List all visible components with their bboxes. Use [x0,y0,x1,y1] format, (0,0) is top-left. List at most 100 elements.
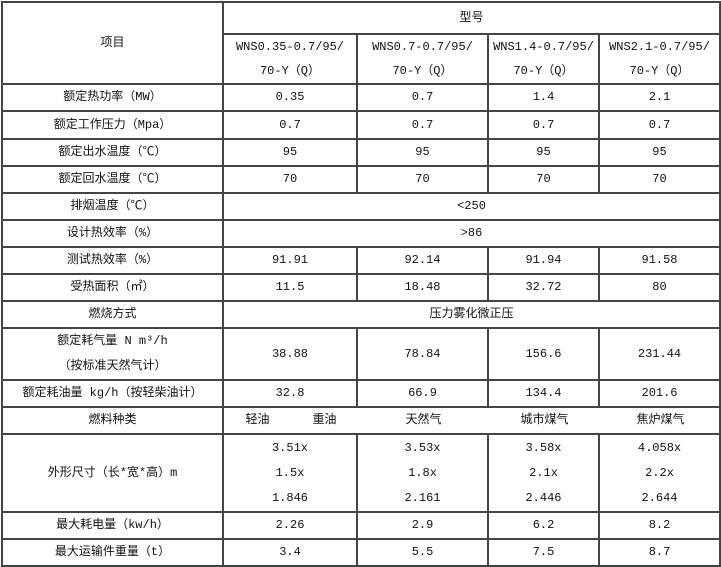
row-label: 最大耗电量（kw/h） [1,511,224,540]
table-cell: 18.48 [356,273,489,302]
row-label: 额定回水温度（℃） [1,165,224,194]
table-cell: 0.35 [222,83,358,112]
dimension-line: 1.5x [275,465,305,480]
table-row: 受热面积（㎡） 11.5 18.48 32.72 80 [1,273,721,302]
table-row: 额定回水温度（℃） 70 70 70 70 [1,165,721,194]
item-header: 项目 [1,1,224,85]
table-cell: 0.7 [356,83,489,112]
fuel-type: 城市煤气 [520,413,569,427]
table-cell: 32.8 [222,379,358,408]
row-label: 额定出水温度（℃） [1,138,224,167]
fuel-type: 焦炉煤气 [636,413,685,427]
model-name-line: WNS2.1-0.7/95/ [609,40,710,54]
dimension-line: 2.644 [641,490,678,505]
table-cell: 231.44 [597,327,721,381]
model-name-line: WNS0.7-0.7/95/ [372,40,473,54]
table-cell: 95 [222,138,358,167]
row-label: 额定热功率（MW） [1,83,224,112]
row-label: 额定耗气量 N m³/h （按标准天然气计） [1,327,224,381]
row-label: 额定耗油量 kg/h（按轻柴油计） [1,379,224,408]
fuel-type: 轻油 [245,413,270,427]
table-cell: 5.5 [356,538,489,567]
table-cell: 1.4 [487,83,600,112]
model-name: WNS2.1-0.7/95/70-Y（Q） [597,33,721,85]
row-label: 测试热效率（%） [1,246,224,275]
dimension-line: 4.058x [637,440,682,455]
table-cell: 91.58 [597,246,721,275]
table-cell: 6.2 [487,511,600,540]
table-cell: 0.7 [487,110,600,140]
dimension-line: 3.58x [525,440,562,455]
row-label: 设计热效率（%） [1,219,224,248]
table-cell: 201.6 [597,379,721,408]
fuel-cell: 轻油 重油 天然气 城市煤气 焦炉煤气 [221,406,721,435]
table-cell: 0.7 [356,110,489,140]
dimension-cell: 4.058x 2.2x 2.644 [597,433,721,513]
dimension-line: 2.2x [645,465,674,480]
merged-cell: 压力雾化微正压 [221,300,721,329]
model-name-line: 70-Y（Q） [629,64,690,78]
table-row: 最大耗电量（kw/h） 2.26 2.9 6.2 8.2 [1,511,721,540]
table-cell: 8.7 [597,538,721,567]
table-cell: 95 [597,138,721,167]
dimension-cell: 3.58x 2.1x 2.446 [487,433,600,513]
row-label: 额定工作压力（Mpa） [1,110,224,140]
table-row: 设计热效率（%） >86 [1,219,721,248]
table-cell: 95 [356,138,489,167]
fuel-type: 天然气 [405,413,442,427]
row-label: 受热面积（㎡） [1,273,224,302]
table-row: 额定热功率（MW） 0.35 0.7 1.4 2.1 [1,83,721,112]
table-row: 燃烧方式 压力雾化微正压 [1,300,721,329]
model-name-line: WNS0.35-0.7/95/ [235,40,345,54]
fuel-type: 重油 [312,413,337,427]
fuel-list: 轻油 重油 天然气 城市煤气 焦炉煤气 [224,408,719,433]
model-header: 型号 [221,1,721,35]
table-cell: 38.88 [222,327,358,381]
model-name-line: 70-Y（Q） [392,64,453,78]
table-cell: 8.2 [597,511,721,540]
model-name-line: 70-Y（Q） [513,64,574,78]
table-cell: 7.5 [487,538,600,567]
table-cell: 0.7 [597,110,721,140]
table-cell: 78.84 [356,327,489,381]
model-name: WNS0.7-0.7/95/70-Y（Q） [356,33,489,85]
table-row: 额定耗油量 kg/h（按轻柴油计） 32.8 66.9 134.4 201.6 [1,379,721,408]
table-cell: 2.9 [356,511,489,540]
dimension-line: 3.51x [271,440,308,455]
table-row: 额定耗气量 N m³/h （按标准天然气计） 38.88 78.84 156.6 231.… [1,327,721,381]
dimension-line: 1.846 [271,490,308,505]
table-row: 外形尺寸（长*宽*高）m 3.51x 1.5x 1.846 3.53x 1.8x 2.161… [1,433,721,513]
table-row: 额定工作压力（Mpa） 0.7 0.7 0.7 0.7 [1,110,721,140]
dimension-cell: 3.51x 1.5x 1.846 [222,433,358,513]
table-cell: 11.5 [222,273,358,302]
table-cell: 70 [356,165,489,194]
model-name-line: 70-Y（Q） [259,64,320,78]
table-cell: 80 [597,273,721,302]
dimension-line: 2.161 [404,490,441,505]
merged-cell: <250 [221,192,721,221]
table-cell: 95 [487,138,600,167]
table-cell: 70 [597,165,721,194]
table-row: 排烟温度（℃） <250 [1,192,721,221]
dimension-line: 1.8x [408,465,437,480]
table-row: 燃料种类 轻油 重油 天然气 城市煤气 焦炉煤气 [1,406,721,435]
table-row: 最大运输件重量（t） 3.4 5.5 7.5 8.7 [1,538,721,567]
table-cell: 66.9 [356,379,489,408]
table-cell: 0.7 [222,110,358,140]
table-cell: 70 [222,165,358,194]
table-cell: 32.72 [487,273,600,302]
table-cell: 70 [487,165,600,194]
table-cell: 91.94 [487,246,600,275]
dimension-line: 2.1x [529,465,558,480]
table-row: 额定出水温度（℃） 95 95 95 95 [1,138,721,167]
table-cell: 156.6 [487,327,600,381]
table-cell: 91.91 [222,246,358,275]
model-name: WNS1.4-0.7/95/70-Y（Q） [487,33,600,85]
table-cell: 2.1 [597,83,721,112]
row-label: 最大运输件重量（t） [1,538,224,567]
row-label-line: （按标准天然气计） [58,359,167,373]
table-cell: 3.4 [222,538,358,567]
dimension-cell: 3.53x 1.8x 2.161 [356,433,489,513]
model-name-line: WNS1.4-0.7/95/ [493,40,594,54]
